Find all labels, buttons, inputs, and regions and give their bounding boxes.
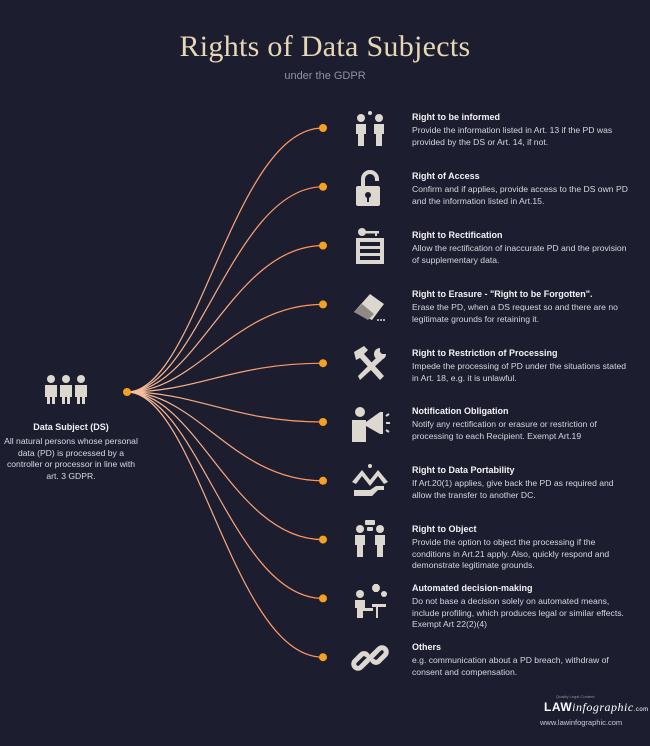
- logo-script: infographic: [572, 700, 634, 714]
- hand-transfer-icon: [350, 462, 390, 502]
- connector-line: [126, 391, 324, 482]
- data-subject-node: [123, 388, 131, 396]
- right-node-dot: [319, 653, 327, 662]
- right-node-dot: [319, 124, 327, 132]
- right-description: Impede the processing of PD under the si…: [412, 361, 627, 383]
- data-subject-description: All natural persons whose personal data …: [4, 436, 138, 481]
- right-description: If Art.20(1) applies, give back the PD a…: [412, 478, 614, 500]
- page-title: Rights of Data Subjects: [179, 30, 471, 63]
- megaphone-icon: [350, 404, 390, 444]
- right-node-dot: [319, 359, 327, 368]
- connector-line: [126, 186, 324, 393]
- right-title: Right to Rectification: [412, 230, 503, 240]
- right-node-dot: [319, 241, 327, 250]
- logo-tagline: Quality Legal Content: [556, 694, 595, 699]
- website-link[interactable]: www.lawinfographic.com: [540, 718, 623, 727]
- right-title: Right to Erasure - "Right to be Forgotte…: [412, 289, 593, 299]
- connector-line: [126, 391, 324, 423]
- right-description: Allow the rectification of inaccurate PD…: [412, 243, 627, 265]
- data-subject-title: Data Subject (DS): [33, 422, 109, 432]
- right-description: e.g. communication about a PD breach, wi…: [412, 655, 609, 677]
- connector-line: [126, 303, 324, 393]
- right-description: Do not base a decision solely on automat…: [412, 596, 624, 630]
- page-subtitle: under the GDPR: [284, 70, 366, 82]
- logo-bold: LAW: [544, 700, 573, 714]
- connector-line: [126, 391, 324, 658]
- right-title: Others: [412, 642, 442, 652]
- right-description: Provide the information listed in Art. 1…: [412, 125, 613, 147]
- right-node-dot: [319, 182, 327, 191]
- right-node-dot: [319, 418, 327, 426]
- key-file-cabinet-icon: [350, 226, 390, 266]
- connector-line: [126, 127, 324, 393]
- right-description: Confirm and if applies, provide access t…: [412, 184, 628, 206]
- people-group-icon: [43, 373, 89, 410]
- objection-dialogue-icon: [350, 520, 390, 560]
- right-title: Right to Object: [412, 524, 477, 534]
- right-description: Notify any rectification or erasure or r…: [412, 419, 597, 441]
- gears-person-icon: [350, 580, 390, 620]
- right-node-dot: [319, 300, 327, 309]
- right-node-dot: [319, 594, 327, 603]
- right-description: Provide the option to object the process…: [412, 537, 610, 571]
- right-title: Right to be informed: [412, 112, 500, 122]
- connector-line: [126, 391, 324, 541]
- chain-link-icon: [350, 638, 390, 678]
- unlocked-padlock-icon: [350, 168, 390, 208]
- connector-line: [126, 245, 324, 393]
- right-title: Right to Restriction of Processing: [412, 348, 558, 358]
- conversation-icon: [350, 110, 390, 150]
- right-title: Automated decision-making: [412, 583, 533, 593]
- right-title: Right of Access: [412, 171, 480, 181]
- right-title: Right to Data Portability: [412, 465, 515, 475]
- right-description: Erase the PD, when a DS request so and t…: [412, 302, 618, 324]
- eraser-icon: [350, 286, 390, 326]
- connector-line: [126, 362, 324, 393]
- logo-suffix: .com: [633, 707, 649, 713]
- connector-line: [126, 391, 324, 599]
- lawinfographic-logo[interactable]: LAWinfographic.com: [544, 700, 649, 715]
- right-title: Notification Obligation: [412, 406, 509, 416]
- right-node-dot: [319, 535, 327, 544]
- right-node-dot: [319, 476, 327, 485]
- hammer-wrench-icon: [350, 344, 390, 384]
